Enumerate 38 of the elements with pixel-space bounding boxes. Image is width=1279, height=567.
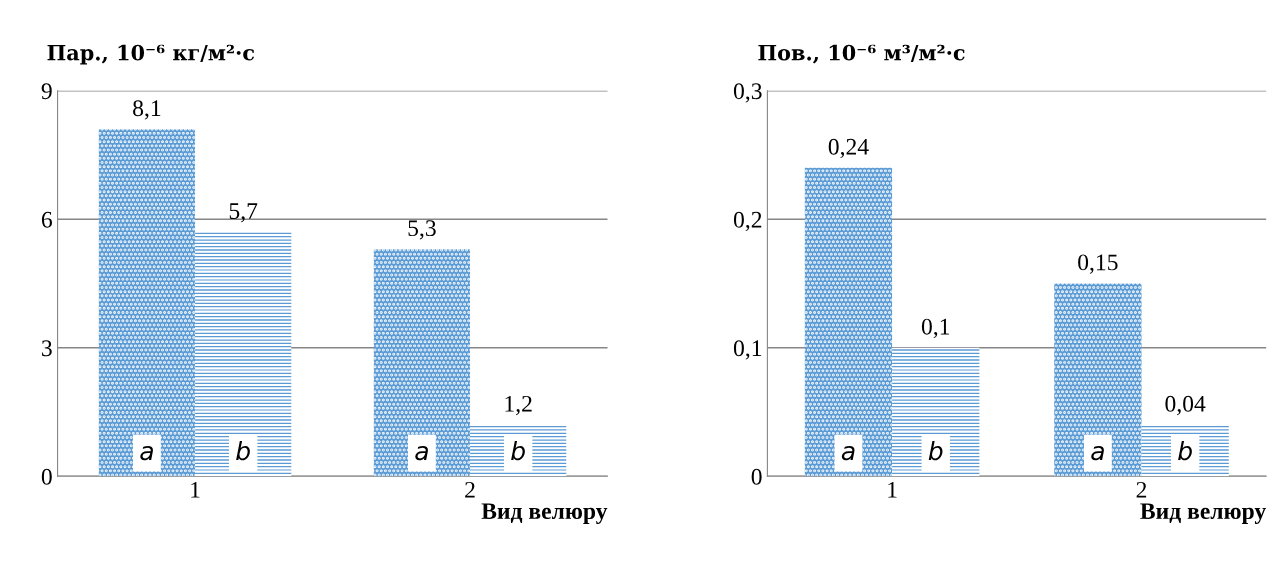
y-tick-label: 0 xyxy=(751,468,762,485)
data-label: 0,24 xyxy=(828,138,869,159)
data-label: 0,1 xyxy=(921,318,950,339)
bar xyxy=(373,249,471,477)
y-tick-label: 0,2 xyxy=(733,211,762,232)
bar xyxy=(195,232,292,477)
y-tick-label: 0,3 xyxy=(733,83,762,103)
data-label: 0,04 xyxy=(1165,395,1206,416)
text: a xyxy=(415,445,428,461)
y-tick-label: 3 xyxy=(42,340,52,357)
data-label: 1,2 xyxy=(505,395,532,416)
bar xyxy=(1054,283,1142,477)
y-tick-label: 0,1 xyxy=(733,340,762,360)
y-tick-label: 9 xyxy=(41,83,52,100)
x-tick-label: 2 xyxy=(465,481,475,498)
x-tick-label: 2 xyxy=(1136,481,1147,498)
data-label: 5,7 xyxy=(229,203,258,223)
x-axis-title: Вид велюру xyxy=(481,503,608,524)
text: b xyxy=(511,440,525,461)
series-label: a xyxy=(841,445,855,461)
bar xyxy=(892,347,980,477)
y-tick-label: 6 xyxy=(41,211,52,228)
series-label: b xyxy=(236,440,250,461)
chart-title: Пар., 10⁻⁶ кг/м²·с xyxy=(47,44,255,65)
x-axis-title: Вид велюру xyxy=(1140,503,1266,524)
text: b xyxy=(1178,440,1192,461)
bar xyxy=(98,129,196,477)
chart-title: Пов., 10⁻⁶ м³/м²·с xyxy=(758,44,965,64)
series-label: b xyxy=(928,440,943,461)
series-label: a xyxy=(140,445,153,461)
x-tick-label: 1 xyxy=(191,481,200,498)
data-label: 5,3 xyxy=(408,220,436,240)
bar xyxy=(804,167,893,477)
data-label: 0,15 xyxy=(1078,254,1118,274)
data-label: 8,1 xyxy=(133,100,161,120)
y-tick-label: 0 xyxy=(41,468,52,485)
text: a xyxy=(1091,445,1104,461)
x-tick-label: 1 xyxy=(888,481,897,498)
